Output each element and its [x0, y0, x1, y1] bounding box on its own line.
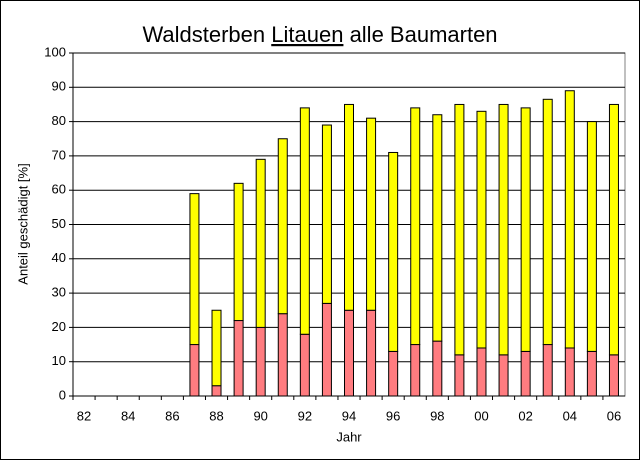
y-axis-label: Anteil geschädigt [%] [15, 163, 30, 284]
x-tick-label: 88 [209, 408, 223, 423]
bar-segment [498, 354, 509, 397]
x-tick-label: 90 [253, 408, 267, 423]
bar-segment [233, 182, 244, 322]
bar-segment [498, 103, 509, 356]
x-axis-label: Jahr [336, 429, 362, 444]
y-tick-label: 90 [52, 79, 66, 94]
x-tick-label: 84 [121, 408, 135, 423]
bar-segment [255, 158, 266, 328]
x-tick-label: 98 [430, 408, 444, 423]
bar-segment [608, 354, 619, 397]
bar-segment [564, 347, 575, 397]
bar-segment [586, 350, 597, 397]
bar-segment [520, 107, 531, 352]
bar-segment [344, 309, 354, 397]
bar-segment [564, 90, 575, 349]
y-tick-label: 60 [52, 182, 66, 197]
bar-segment [211, 385, 222, 397]
bar-segment [432, 340, 443, 397]
x-tick-label: 96 [386, 408, 400, 423]
title-part: Waldsterben [142, 22, 265, 47]
bar-segment [321, 302, 332, 397]
x-tick-label: 86 [165, 408, 179, 423]
y-tick-label: 10 [52, 353, 66, 368]
bar-segment [476, 347, 487, 397]
bar-segment [520, 350, 531, 397]
y-tick-label: 80 [52, 113, 66, 128]
bar-segment [454, 354, 465, 397]
bar-segment [299, 333, 310, 397]
bar-segment [366, 309, 377, 397]
bar-segment [189, 344, 200, 397]
bar-segment [432, 114, 443, 342]
bar-segment [388, 151, 399, 352]
bar-segment [321, 124, 332, 304]
x-tick-label: 92 [298, 408, 312, 423]
y-tick-label: 20 [52, 319, 66, 334]
bar-segment [255, 326, 266, 397]
bar-segment [608, 103, 619, 356]
bar-segment [344, 103, 354, 311]
title-part: Litauen [271, 22, 343, 47]
x-tick-label: 00 [474, 408, 488, 423]
bar-segment [277, 138, 288, 315]
bar-segment [410, 107, 421, 346]
chart-title: Waldsterben Litauen alle Baumarten [142, 22, 497, 47]
bar-segment [454, 103, 465, 356]
bar-segment [388, 350, 399, 397]
bar-segment [542, 98, 553, 346]
x-tick-label: 82 [77, 408, 91, 423]
y-tick-label: 70 [52, 147, 66, 162]
y-tick-label: 40 [52, 250, 66, 265]
y-tick-label: 0 [59, 387, 66, 402]
y-tick-label: 30 [52, 285, 66, 300]
bar-segment [299, 107, 310, 335]
bar-segment [277, 313, 288, 397]
x-tick-label: 04 [563, 408, 577, 423]
bar-segment [211, 309, 222, 387]
bar-segment [410, 344, 421, 397]
y-tick-label: 100 [44, 44, 66, 59]
y-tick-label: 50 [52, 216, 66, 231]
bar-segment [189, 193, 200, 346]
bar-segment [233, 320, 244, 397]
title-part: alle Baumarten [350, 22, 498, 47]
bar-segment [476, 110, 487, 349]
x-tick-label: 02 [518, 408, 532, 423]
x-tick-label: 94 [342, 408, 356, 423]
x-tick-label: 06 [607, 408, 621, 423]
bar-segment [542, 344, 553, 397]
bar-segment [366, 117, 377, 311]
bar-segment [586, 121, 597, 352]
